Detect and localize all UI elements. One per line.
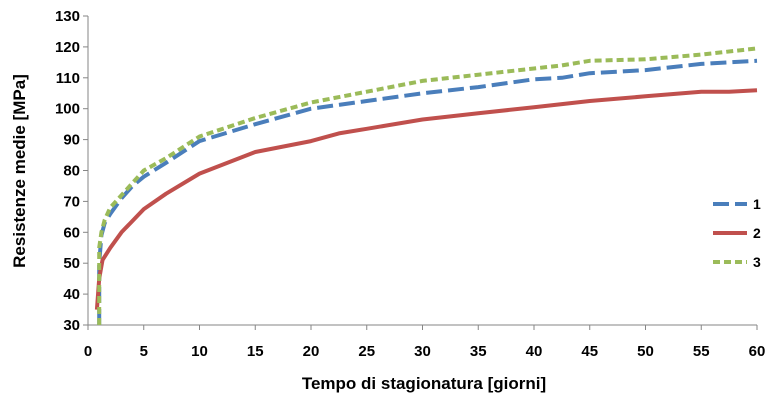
y-axis-title: Resistenze medie [MPa] [10,74,29,268]
x-tick-label: 20 [303,343,320,360]
y-tick-label: 90 [63,132,80,149]
series-line-3 [97,46,758,325]
y-tick-label: 80 [63,163,80,180]
x-tick-label: 40 [526,343,543,360]
x-tick-label: 50 [637,343,654,360]
x-tick-label: 0 [84,343,92,360]
y-tick-label: 130 [55,8,80,25]
legend-label-2: 2 [753,225,761,241]
series-line-1 [97,58,758,325]
x-tick-label: 60 [749,343,766,360]
legend: 1 2 3 [713,196,761,270]
x-tick-label: 30 [414,343,431,360]
y-tick-label: 120 [55,39,80,56]
legend-label-3: 3 [753,254,761,270]
x-tick-label: 25 [358,343,375,360]
y-tick-label: 100 [55,101,80,118]
y-tick-label: 110 [56,70,80,87]
x-tick-label: 15 [247,343,264,360]
x-tick-label: 5 [140,343,148,360]
x-axis-title: Tempo di stagionatura [giorni] [302,374,546,393]
legend-label-1: 1 [753,196,761,212]
x-tick-label: 35 [470,343,487,360]
series-group [94,46,758,325]
y-tick-label: 70 [63,193,80,210]
y-tick-label: 50 [63,255,80,272]
y-tick-label: 30 [63,317,80,334]
series-line-2 [94,88,758,310]
x-tick-label: 10 [191,343,208,360]
x-tick-label: 45 [581,343,598,360]
y-tick-label: 40 [63,286,80,303]
x-tick-label: 55 [693,343,710,360]
y-tick-label: 60 [63,224,80,241]
